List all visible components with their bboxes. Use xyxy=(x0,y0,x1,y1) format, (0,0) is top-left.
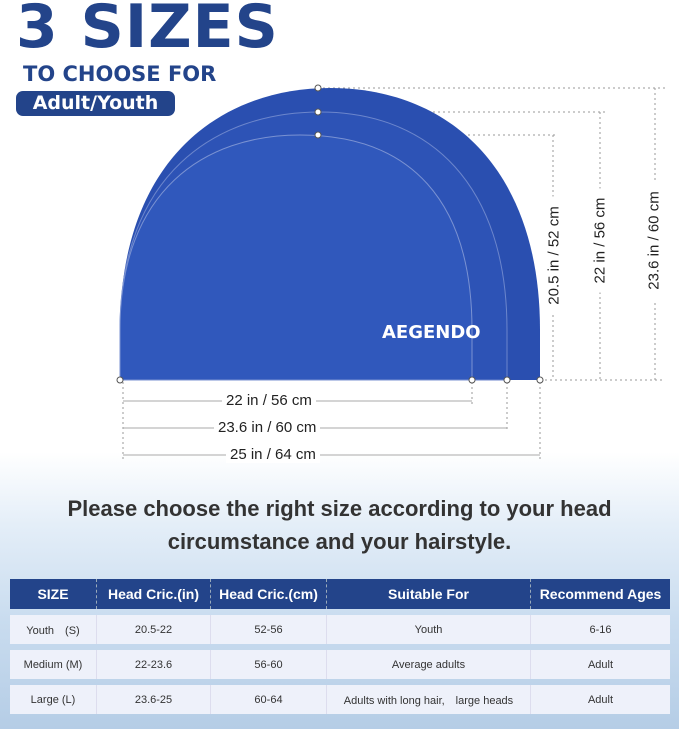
cell: Medium (M) xyxy=(10,650,96,679)
table-row: Medium (M) 22-23.6 56-60 Average adults Adul… xyxy=(10,650,670,679)
subtitle: TO CHOOSE FOR xyxy=(23,62,217,86)
height-large-label: 23.6 in / 60 cm xyxy=(645,180,663,301)
brand-logo: AEGENDO xyxy=(382,322,481,343)
swim-cap-illustration: AEGENDO xyxy=(116,84,665,460)
col-suitable-for: Suitable For xyxy=(326,579,530,609)
cell: 60-64 xyxy=(210,685,326,714)
cell: Youth xyxy=(326,615,530,644)
cell: Adult xyxy=(530,650,670,679)
table-row: Youth (S) 20.5-22 52-56 Youth 6-16 xyxy=(10,615,670,644)
heading-line-2: circumstance and your hairstyle. xyxy=(167,529,512,554)
cell: 52-56 xyxy=(210,615,326,644)
cell: 20.5-22 xyxy=(96,615,210,644)
width-medium-label: 23.6 in / 60 cm xyxy=(214,419,321,436)
cell: 6-16 xyxy=(530,615,670,644)
cell: Youth (S) xyxy=(10,615,96,644)
col-size: SIZE xyxy=(10,579,96,609)
cell: Adults with long hair, large heads xyxy=(326,685,530,714)
col-ages: Recommend Ages xyxy=(530,579,670,609)
cell: Average adults xyxy=(326,650,530,679)
width-large-label: 25 in / 64 cm xyxy=(226,446,320,463)
height-small-label: 20.5 in / 52 cm xyxy=(545,196,563,315)
cell: Large (L) xyxy=(10,685,96,714)
cell: 22-23.6 xyxy=(96,650,210,679)
table-row: Large (L) 23.6-25 60-64 Adults with long ha… xyxy=(10,685,670,714)
col-head-cm: Head Cric.(cm) xyxy=(210,579,326,609)
size-chart-table: SIZE Head Cric.(in) Head Cric.(cm) Suita… xyxy=(10,573,670,720)
table-header-row: SIZE Head Cric.(in) Head Cric.(cm) Suita… xyxy=(10,579,670,609)
height-medium-label: 22 in / 56 cm xyxy=(591,188,609,293)
audience-badge: Adult/Youth xyxy=(16,91,175,116)
width-small-label: 22 in / 56 cm xyxy=(222,392,316,409)
cell: Adult xyxy=(530,685,670,714)
measure-dots xyxy=(116,84,544,384)
cap-small xyxy=(119,134,473,381)
col-head-in: Head Cric.(in) xyxy=(96,579,210,609)
cell: 23.6-25 xyxy=(96,685,210,714)
title: 3 SIZES xyxy=(16,0,279,62)
size-advice-heading: Please choose the right size according t… xyxy=(0,492,679,558)
cell: 56-60 xyxy=(210,650,326,679)
heading-line-1: Please choose the right size according t… xyxy=(67,496,612,521)
